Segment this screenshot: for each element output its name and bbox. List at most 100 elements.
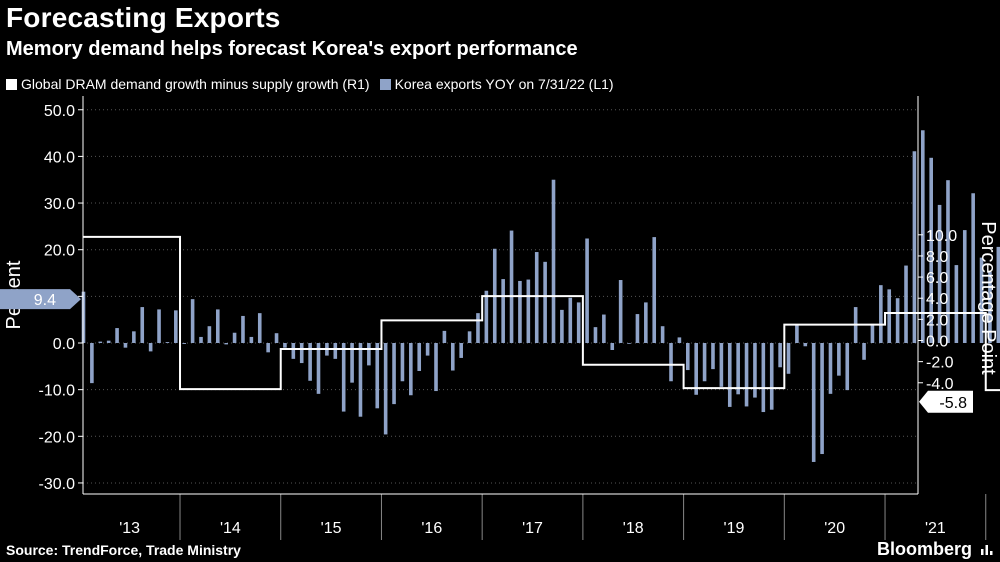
- bar: [417, 343, 422, 371]
- right-tick-label: -4.0: [926, 376, 954, 393]
- bar: [341, 343, 346, 412]
- right-tick-label: 6.0: [926, 270, 948, 287]
- legend-swatch-exports: [379, 78, 391, 90]
- right-axis-title: Percentage Point: [977, 221, 999, 375]
- bar: [921, 130, 925, 343]
- legend-swatch-dram: [6, 78, 17, 90]
- bar: [190, 299, 195, 343]
- bar: [870, 323, 875, 343]
- bar: [627, 343, 631, 344]
- right-tick-label: 0.0: [926, 334, 948, 351]
- bar-chart-icon: [981, 545, 993, 555]
- bar: [685, 343, 690, 371]
- dram-step-line: [83, 235, 1000, 392]
- bar: [954, 265, 959, 343]
- bar: [644, 302, 648, 343]
- bar: [585, 238, 589, 343]
- bar: [283, 343, 287, 348]
- bar: [988, 272, 992, 343]
- bar: [434, 343, 438, 392]
- bar: [971, 193, 975, 343]
- bar: [560, 309, 564, 343]
- bar: [291, 343, 296, 359]
- bar: [795, 324, 799, 343]
- bar: [392, 343, 396, 405]
- bar: [224, 343, 228, 345]
- bar: [929, 157, 933, 343]
- bar: [476, 313, 480, 343]
- bar: [333, 343, 338, 359]
- step-line-series: [83, 235, 1000, 392]
- bar: [912, 151, 917, 343]
- bar: [383, 343, 388, 435]
- bar: [669, 343, 673, 382]
- bar: [132, 331, 136, 343]
- bar: [484, 290, 489, 343]
- bar: [543, 261, 547, 343]
- x-tick-label: '13: [119, 520, 140, 537]
- bar: [904, 265, 908, 343]
- left-tick-label: -20.0: [39, 429, 76, 446]
- right-tick-label: 2.0: [926, 312, 948, 329]
- bar: [895, 298, 900, 343]
- bar: [115, 328, 119, 343]
- chart-title: Forecasting Exports: [6, 2, 281, 33]
- bar-series: [81, 130, 1000, 462]
- bar: [845, 343, 850, 391]
- bar: [828, 343, 833, 394]
- left-tick-label: 50.0: [44, 103, 75, 120]
- bar: [400, 343, 405, 382]
- legend-label-dram: Global DRAM demand growth minus supply g…: [21, 76, 370, 92]
- bar: [232, 332, 237, 343]
- bar: [803, 343, 808, 347]
- left-tick-label: -30.0: [39, 476, 76, 493]
- bar: [450, 343, 455, 371]
- bar: [937, 204, 942, 343]
- bar: [375, 343, 380, 409]
- legend-item-exports: Korea exports YOY on 7/31/22 (L1): [379, 76, 614, 92]
- bar: [568, 297, 573, 343]
- bar: [677, 337, 682, 343]
- bar: [736, 343, 740, 395]
- bar: [90, 343, 94, 384]
- bar: [350, 343, 354, 383]
- bar: [266, 343, 270, 353]
- bar: [652, 237, 657, 343]
- bar: [837, 343, 841, 376]
- source-note: Source: TrendForce, Trade Ministry: [6, 542, 241, 558]
- bar: [979, 257, 984, 343]
- right-last-value-text: -5.8: [939, 395, 967, 412]
- left-tick-label: 0.0: [53, 336, 75, 353]
- bar: [308, 343, 312, 381]
- bar: [241, 315, 245, 343]
- bar: [820, 343, 824, 455]
- x-tick-label: '14: [220, 520, 241, 537]
- bar: [694, 343, 698, 395]
- left-tick-label: 30.0: [44, 196, 75, 213]
- bar: [526, 279, 531, 343]
- bar: [509, 230, 514, 343]
- bar: [946, 180, 950, 343]
- bloomberg-logo: Bloomberg: [876, 539, 972, 559]
- bar: [753, 343, 757, 398]
- bar: [409, 343, 413, 396]
- left-last-value-text: 9.4: [34, 292, 56, 309]
- bar: [576, 302, 581, 343]
- legend-item-dram: Global DRAM demand growth minus supply g…: [6, 76, 370, 92]
- bar: [727, 343, 732, 407]
- bar: [702, 343, 707, 382]
- bar: [123, 343, 128, 348]
- bar: [610, 343, 615, 350]
- bar: [996, 246, 1000, 343]
- bar: [358, 343, 363, 417]
- x-tick-label: '15: [321, 520, 342, 537]
- bar: [106, 340, 111, 343]
- left-tick-label: 40.0: [44, 149, 75, 166]
- x-tick-label: '17: [522, 520, 543, 537]
- bar: [459, 343, 463, 358]
- bar: [744, 343, 749, 407]
- bar: [207, 326, 212, 343]
- bar: [518, 280, 522, 343]
- left-tick-label: -10.0: [39, 383, 76, 400]
